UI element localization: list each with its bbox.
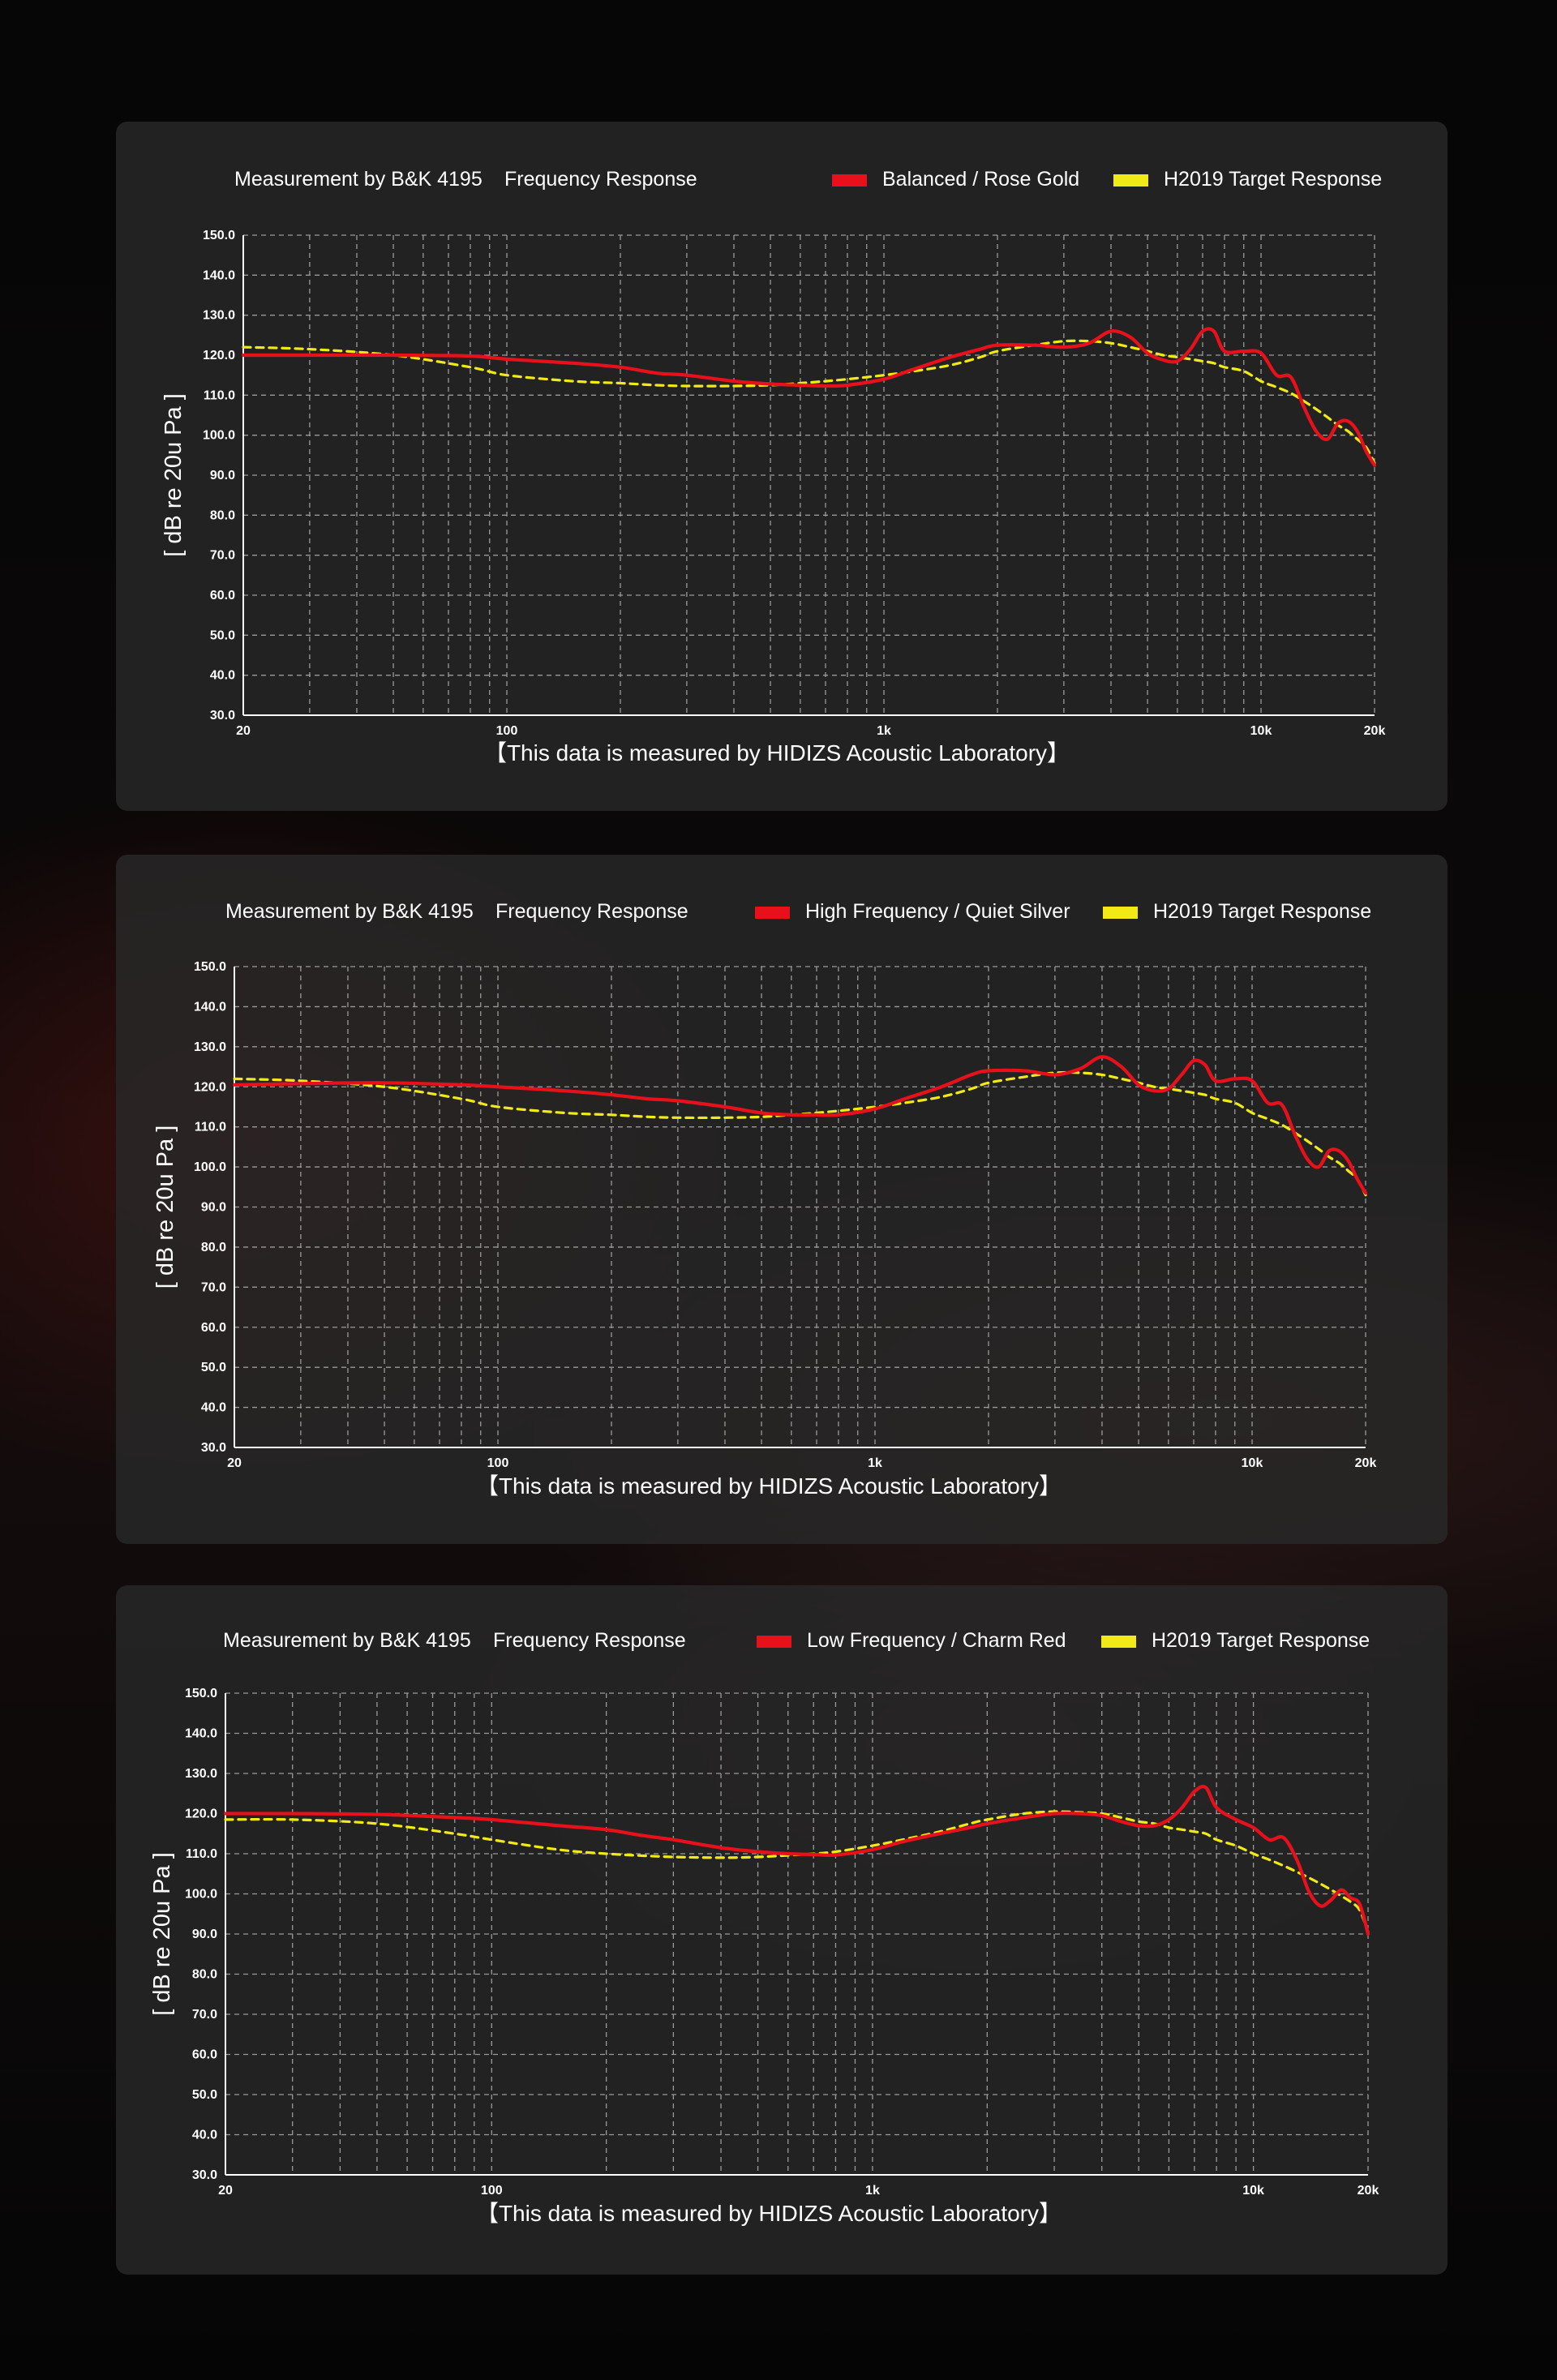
frequency-response-chart: Measurement by B&K 4195 Frequency Respons… <box>152 900 1377 1499</box>
x-tick-label: 100 <box>496 724 518 738</box>
x-tick-label: 1k <box>877 724 891 738</box>
y-tick-label: 150.0 <box>185 1687 217 1700</box>
chart-panel-low-frequency: Measurement by B&K 4195 Frequency Respons… <box>116 1585 1448 2275</box>
y-tick-label: 100.0 <box>185 1888 217 1902</box>
legend-swatch <box>755 907 790 919</box>
legend-label: Low Frequency / Charm Red <box>807 1629 1066 1652</box>
x-tick-label: 100 <box>481 2184 503 2198</box>
legend-label: High Frequency / Quiet Silver <box>805 900 1070 923</box>
target-response-line <box>233 1070 1367 1197</box>
chart-title: Measurement by B&K 4195 <box>225 900 474 923</box>
target-response-line <box>224 1810 1370 1934</box>
measured-response-line <box>241 327 1377 467</box>
x-tick-label: 10k <box>1242 1456 1263 1470</box>
legend-swatch <box>1103 907 1138 919</box>
y-tick-label: 50.0 <box>201 1361 226 1374</box>
y-axis-label: [ dB re 20u Pa ] <box>149 1852 175 2016</box>
chart-footer-note: 【This data is measured by HIDIZS Acousti… <box>484 740 1070 765</box>
target-response-line <box>242 339 1376 465</box>
y-tick-label: 60.0 <box>201 1321 226 1335</box>
legend-label: H2019 Target Response <box>1153 900 1371 923</box>
x-tick-label: 20k <box>1358 2184 1379 2198</box>
y-axis-label: [ dB re 20u Pa ] <box>161 393 187 557</box>
x-tick-label: 100 <box>487 1456 509 1470</box>
frequency-response-chart: Measurement by B&K 4195 Frequency Respons… <box>161 168 1386 765</box>
x-tick-label: 10k <box>1242 2184 1264 2198</box>
y-tick-label: 60.0 <box>210 589 235 603</box>
x-tick-label: 20 <box>218 2184 233 2198</box>
measured-response-line <box>223 1785 1370 1936</box>
y-tick-label: 150.0 <box>203 229 235 242</box>
y-tick-label: 130.0 <box>185 1767 217 1781</box>
x-tick-label: 20k <box>1364 724 1386 738</box>
x-tick-label: 20 <box>227 1456 242 1470</box>
chart-subtitle: Frequency Response <box>504 168 697 191</box>
x-tick-label: 20k <box>1355 1456 1377 1470</box>
y-tick-label: 70.0 <box>201 1280 226 1294</box>
chart-title: Measurement by B&K 4195 <box>223 1629 471 1652</box>
y-tick-label: 80.0 <box>201 1241 226 1254</box>
y-tick-label: 70.0 <box>210 549 235 563</box>
y-tick-label: 140.0 <box>194 1000 226 1014</box>
y-tick-label: 40.0 <box>192 2129 217 2142</box>
x-tick-label: 1k <box>865 2184 880 2198</box>
y-tick-label: 70.0 <box>192 2008 217 2022</box>
chart-panel-balanced: Measurement by B&K 4195 Frequency Respons… <box>116 122 1448 811</box>
chart-title: Measurement by B&K 4195 <box>234 168 483 191</box>
chart-footer-note: 【This data is measured by HIDIZS Acousti… <box>476 1473 1062 1499</box>
y-tick-label: 130.0 <box>194 1040 226 1054</box>
x-tick-label: 1k <box>868 1456 882 1470</box>
legend-swatch <box>832 174 867 187</box>
legend-label: H2019 Target Response <box>1152 1629 1370 1652</box>
y-tick-label: 140.0 <box>185 1727 217 1741</box>
y-tick-label: 150.0 <box>194 960 226 974</box>
y-tick-label: 80.0 <box>192 1968 217 1982</box>
measured-response-line <box>232 1055 1368 1195</box>
y-tick-label: 90.0 <box>192 1928 217 1941</box>
x-tick-label: 10k <box>1250 724 1272 738</box>
y-tick-label: 30.0 <box>210 709 235 723</box>
y-tick-label: 40.0 <box>210 669 235 683</box>
chart-subtitle: Frequency Response <box>495 900 688 923</box>
y-tick-label: 120.0 <box>194 1080 226 1094</box>
y-tick-label: 140.0 <box>203 268 235 282</box>
y-tick-label: 90.0 <box>201 1201 226 1215</box>
y-tick-label: 40.0 <box>201 1401 226 1415</box>
y-tick-label: 100.0 <box>203 429 235 443</box>
y-tick-label: 120.0 <box>185 1808 217 1821</box>
y-tick-label: 110.0 <box>195 1121 226 1134</box>
y-tick-label: 110.0 <box>204 388 235 402</box>
y-tick-label: 50.0 <box>210 628 235 642</box>
y-tick-label: 90.0 <box>210 469 235 482</box>
y-tick-label: 50.0 <box>192 2088 217 2102</box>
y-tick-label: 80.0 <box>210 508 235 522</box>
legend-label: H2019 Target Response <box>1164 168 1382 191</box>
legend-label: Balanced / Rose Gold <box>882 168 1079 191</box>
y-tick-label: 30.0 <box>192 2168 217 2182</box>
y-tick-label: 130.0 <box>203 309 235 323</box>
legend-swatch <box>1113 174 1148 187</box>
y-tick-label: 30.0 <box>201 1441 226 1455</box>
y-tick-label: 110.0 <box>186 1847 217 1861</box>
y-tick-label: 120.0 <box>203 349 235 362</box>
legend-swatch <box>757 1636 791 1648</box>
chart-subtitle: Frequency Response <box>493 1629 686 1652</box>
y-axis-label: [ dB re 20u Pa ] <box>152 1126 178 1289</box>
chart-panel-high-frequency: Measurement by B&K 4195 Frequency Respons… <box>116 855 1448 1544</box>
chart-footer-note: 【This data is measured by HIDIZS Acousti… <box>476 2201 1062 2226</box>
frequency-response-chart: Measurement by B&K 4195 Frequency Respons… <box>149 1629 1379 2226</box>
y-tick-label: 60.0 <box>192 2048 217 2062</box>
y-tick-label: 100.0 <box>194 1160 226 1174</box>
legend-swatch <box>1101 1636 1136 1648</box>
x-tick-label: 20 <box>236 724 251 738</box>
